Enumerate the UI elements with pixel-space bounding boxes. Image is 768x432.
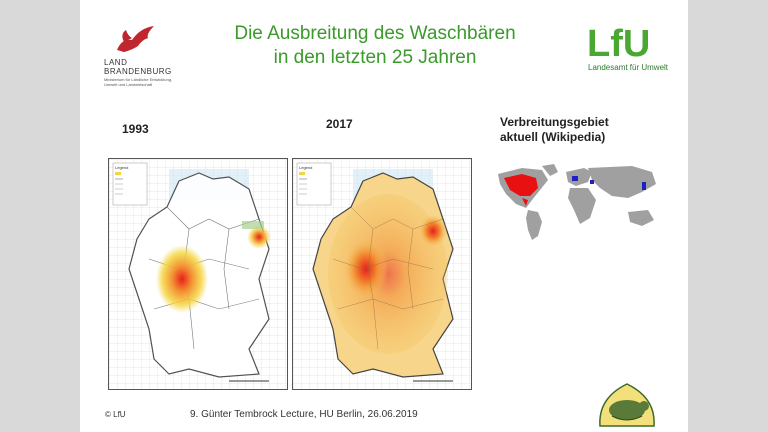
svg-text:Legend: Legend [115, 165, 128, 170]
germany-map-1993: Legend [108, 158, 288, 390]
world-map-label: Verbreitungsgebiet aktuell (Wikipedia) [500, 115, 609, 144]
slide: LAND BRANDENBURG Ministerium für Ländlic… [80, 0, 688, 432]
slide-title: Die Ausbreitung des Waschbären in den le… [234, 23, 516, 68]
label-1993: 1993 [122, 122, 149, 136]
svg-text:Legend: Legend [299, 165, 312, 170]
brandenburg-logo-text: LAND BRANDENBURG [104, 58, 172, 76]
germany-map-2017: Legend [292, 158, 472, 390]
label-2017: 2017 [326, 117, 353, 131]
naturschutzstation-badge-icon [599, 383, 655, 427]
eagle-logo-icon [117, 26, 154, 52]
lfu-logo-icon: LfU [587, 23, 650, 62]
lfu-logo-subtitle: Landesamt für Umwelt [588, 63, 669, 72]
world-distribution-map [498, 164, 656, 240]
germany-map-2017-graphic: Legend [293, 159, 471, 389]
svg-text:LfU: LfU [587, 23, 650, 62]
ministry-text: Ministerium für Ländliche Entwicklung, U… [104, 77, 173, 87]
germany-map-1993-graphic: Legend [109, 159, 287, 389]
copyright-text: © LfU [105, 410, 126, 419]
footer-text: 9. Günter Tembrock Lecture, HU Berlin, 2… [190, 409, 418, 420]
